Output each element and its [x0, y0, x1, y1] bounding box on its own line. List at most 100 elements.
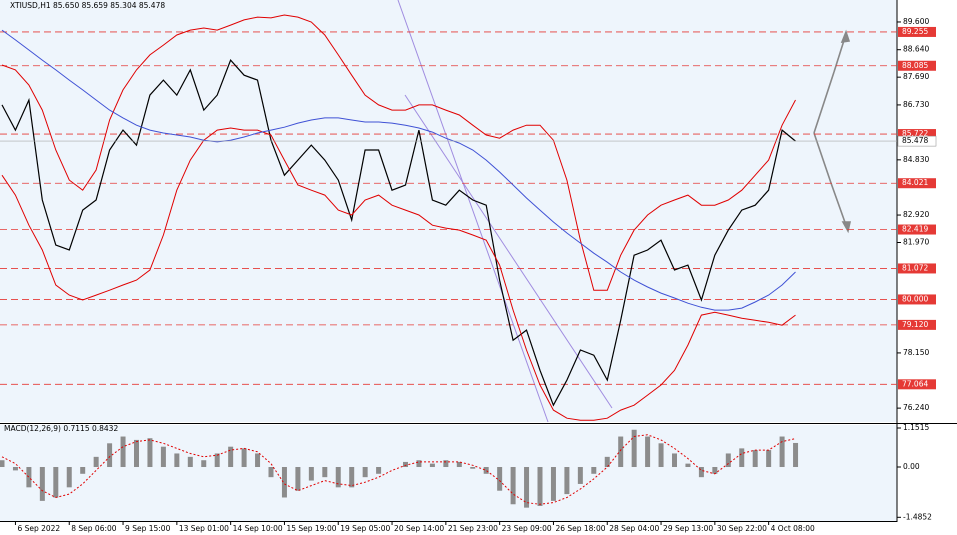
macd-bar	[201, 460, 207, 468]
level-tag	[898, 319, 936, 330]
macd-bar	[537, 467, 543, 506]
chart-header: XTIUSD,H1 85.650 85.659 85.304 85.478	[10, 1, 165, 10]
macd-bar	[174, 453, 180, 468]
current-price-tag	[897, 135, 937, 147]
current-price-label: 85.478	[902, 136, 928, 145]
macd-bar	[255, 453, 261, 468]
macd-bar	[187, 456, 193, 468]
level-tag	[898, 224, 936, 235]
y-tick-label: 0.00	[903, 462, 920, 471]
macd-bar	[483, 467, 489, 474]
y-tick-label: 89.600	[903, 17, 929, 26]
level-label: 81.072	[902, 263, 928, 272]
x-tick-label: 6 Sep 2022	[17, 524, 60, 533]
macd-bar	[308, 467, 314, 481]
level-label: 82.419	[902, 225, 928, 234]
level-tag	[898, 294, 936, 305]
y-tick-label: 78.150	[903, 348, 929, 357]
macd-bar	[416, 460, 422, 468]
macd-header: MACD(12,26,9) 0.7115 0.8432	[4, 424, 118, 433]
macd-bar	[725, 453, 731, 468]
series-line	[1, 127, 796, 421]
macd-bar	[618, 436, 624, 468]
x-tick-label: 8 Sep 06:00	[71, 524, 117, 533]
main-plot-area	[0, 0, 897, 422]
macd-bar	[645, 436, 651, 468]
macd-bar	[739, 448, 745, 468]
macd-bar	[591, 467, 597, 474]
macd-bar	[429, 463, 435, 468]
macd-bar	[712, 467, 718, 474]
macd-plot-area	[0, 425, 897, 521]
macd-bar	[349, 467, 355, 488]
x-tick-label: 20 Sep 14:00	[394, 524, 444, 533]
y-tick-label: -1.4852	[903, 512, 932, 521]
macd-bar	[524, 467, 530, 508]
x-tick-label: 19 Sep 05:00	[340, 524, 390, 533]
macd-bar	[26, 467, 32, 488]
macd-bar	[281, 467, 287, 498]
macd-bar	[228, 446, 234, 468]
macd-bar	[0, 460, 5, 468]
level-tag	[898, 178, 936, 189]
level-tag	[898, 379, 936, 390]
macd-bar	[53, 467, 59, 498]
macd-bar	[80, 467, 86, 474]
macd-bar	[160, 446, 166, 468]
level-label: 88.085	[902, 61, 928, 70]
macd-bar	[510, 467, 516, 505]
macd-bar	[658, 443, 664, 468]
macd-bar	[793, 442, 799, 468]
macd-bar	[685, 463, 691, 468]
macd-bar	[604, 456, 610, 468]
series-line	[1, 434, 796, 505]
level-label: 80.000	[902, 294, 928, 303]
macd-bar	[241, 448, 247, 468]
macd-bar	[403, 461, 408, 468]
level-label: 77.064	[902, 379, 928, 388]
level-tag	[898, 60, 936, 71]
macd-bar	[362, 467, 368, 478]
x-tick-label: 29 Sep 13:00	[663, 524, 713, 533]
macd-bar	[322, 467, 328, 478]
macd-bar	[120, 436, 126, 468]
macd-bar	[550, 467, 556, 501]
macd-bar	[39, 467, 45, 501]
x-tick-label: 14 Sep 10:00	[233, 524, 283, 533]
macd-bar	[134, 439, 139, 468]
trend-line	[397, 0, 549, 423]
y-tick-label: 76.240	[903, 403, 929, 412]
macd-bar	[107, 443, 113, 468]
macd-bar	[766, 450, 772, 468]
y-tick-label: 86.730	[903, 100, 929, 109]
macd-bar	[577, 467, 583, 484]
x-tick-label: 26 Sep 18:00	[555, 524, 605, 533]
macd-bar	[93, 456, 99, 468]
x-tick-label: 9 Sep 15:00	[125, 524, 171, 533]
x-tick-label: 13 Sep 01:00	[179, 524, 229, 533]
level-label: 85.722	[902, 129, 928, 138]
macd-bar	[752, 450, 758, 468]
level-tag	[898, 263, 936, 274]
macd-bar	[698, 467, 704, 478]
macd-bar	[268, 467, 274, 478]
macd-bar	[672, 453, 677, 468]
x-tick-label: 21 Sep 23:00	[448, 524, 498, 533]
macd-bar	[456, 461, 462, 468]
series-line	[1, 29, 796, 311]
x-tick-label: 4 Oct 08:00	[771, 524, 815, 533]
series-line	[1, 58, 796, 407]
macd-bar	[295, 467, 301, 491]
y-tick-label: 88.640	[903, 45, 929, 54]
series-line	[1, 14, 796, 291]
macd-bar	[147, 438, 153, 468]
macd-bar	[66, 467, 72, 488]
x-tick-label: 23 Sep 09:00	[502, 524, 552, 533]
macd-bar	[214, 453, 220, 468]
macd-bar	[631, 429, 637, 468]
x-tick-label: 15 Sep 19:00	[286, 524, 336, 533]
level-label: 84.021	[902, 178, 928, 187]
y-tick-label: 81.970	[903, 238, 929, 247]
